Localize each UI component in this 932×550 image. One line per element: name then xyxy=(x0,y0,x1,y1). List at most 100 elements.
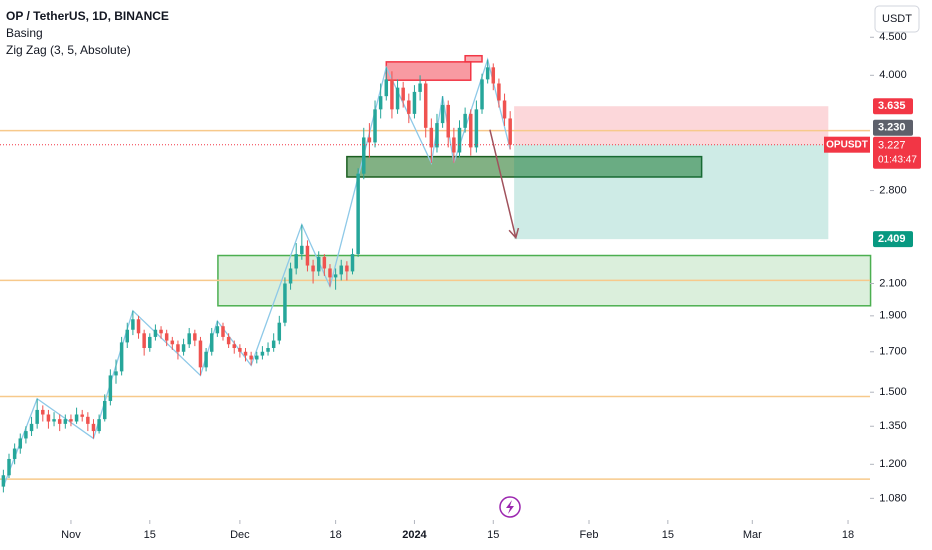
candle-body xyxy=(29,423,34,432)
candle-body xyxy=(176,344,180,352)
candle-body xyxy=(187,333,191,345)
candle-body xyxy=(435,123,439,148)
x-tick-label: 15 xyxy=(144,529,156,541)
y-tick-label: 1.080 xyxy=(879,492,907,504)
candle-body xyxy=(384,79,389,97)
candle-body xyxy=(328,268,332,278)
candle-body xyxy=(7,458,11,476)
zone xyxy=(346,155,703,178)
candle-body xyxy=(97,419,101,432)
y-tick-label: 1.700 xyxy=(879,346,907,358)
y-tick-label: 1.200 xyxy=(879,458,907,470)
candle-body xyxy=(401,87,405,101)
candle-body xyxy=(226,336,231,345)
price-badge-text: 3.230 xyxy=(878,122,906,134)
x-tick-label: Mar xyxy=(743,529,762,541)
candle-body xyxy=(294,254,298,269)
candle-body xyxy=(305,245,310,266)
zone xyxy=(514,144,829,240)
candle-body xyxy=(74,414,79,422)
candle-body xyxy=(463,113,467,128)
x-tick-label: 15 xyxy=(662,529,674,541)
y-tick-label: 2.800 xyxy=(879,184,907,196)
candle-body xyxy=(232,344,236,348)
candle-body xyxy=(164,333,169,341)
price-badge xyxy=(873,119,913,136)
candle-body xyxy=(18,438,23,449)
x-tick-label: 18 xyxy=(329,529,341,541)
candle-body xyxy=(367,137,372,143)
plot xyxy=(0,54,872,493)
x-tick-label: 18 xyxy=(842,529,854,541)
candle-body xyxy=(63,419,68,424)
symbol-title: OP / TetherUS, 1D, BINANCE xyxy=(6,9,169,23)
candle-body xyxy=(57,419,62,424)
candle-body xyxy=(333,274,338,278)
legend: OP / TetherUS, 1D, BINANCE Basing Zig Za… xyxy=(6,8,169,59)
candle-body xyxy=(395,87,400,110)
candle-body xyxy=(35,409,39,424)
currency-button[interactable] xyxy=(874,5,920,33)
candle-body xyxy=(429,127,434,148)
symbol-badge-text: OPUSDT xyxy=(826,139,868,150)
candle-body xyxy=(12,448,17,459)
x-tick-label: 2024 xyxy=(402,529,427,541)
candle-body xyxy=(24,431,28,439)
candle-body xyxy=(457,127,462,153)
candle-body xyxy=(491,67,496,84)
candle-body xyxy=(373,109,377,143)
candle-body xyxy=(316,256,321,272)
candle-body xyxy=(170,340,175,345)
candle-body xyxy=(204,351,208,368)
candle-body xyxy=(311,265,315,272)
candle-body xyxy=(102,400,107,420)
indicator: Basing xyxy=(6,26,43,40)
candle-body xyxy=(221,326,225,337)
price-badge xyxy=(873,136,921,169)
candle-body xyxy=(142,333,146,348)
y-tick-label: 1.900 xyxy=(879,310,907,322)
candle-body xyxy=(159,329,163,334)
candle-body xyxy=(356,173,360,255)
candle-body xyxy=(108,375,113,401)
candle-body xyxy=(80,414,84,417)
candle-body xyxy=(86,416,90,424)
currency[interactable]: USDT xyxy=(882,13,912,25)
candle-body xyxy=(198,340,203,368)
candle-body xyxy=(52,419,56,422)
candle-body xyxy=(440,104,445,124)
arrow xyxy=(489,129,520,240)
candle-body xyxy=(255,355,259,360)
candle-body xyxy=(136,319,141,334)
candle-body xyxy=(362,137,366,174)
candle-body xyxy=(131,319,135,330)
candle-body xyxy=(69,419,73,422)
price-badge-text: 2.409 xyxy=(878,233,906,245)
candle-body xyxy=(300,245,304,255)
candle-body xyxy=(485,67,490,80)
y-tick-label: 4.000 xyxy=(879,69,907,81)
candle-body xyxy=(215,326,220,334)
price-badge xyxy=(873,98,913,115)
replay-icon[interactable] xyxy=(499,496,521,518)
candle-body xyxy=(46,414,51,422)
indicator: Zig Zag (3, 5, Absolute) xyxy=(6,43,131,57)
price-badge-text: 3.227 xyxy=(878,140,906,152)
candle-body xyxy=(412,91,417,114)
candle-body xyxy=(209,333,214,352)
candle-body xyxy=(125,329,130,343)
candle-body xyxy=(114,371,118,376)
candle-body xyxy=(260,351,265,356)
price-badge-text: 3.635 xyxy=(878,100,906,112)
candle-body xyxy=(1,475,6,487)
candle-body xyxy=(474,109,479,148)
candle-body xyxy=(238,347,242,352)
y-tick-label: 2.100 xyxy=(879,277,907,289)
candle-body xyxy=(502,100,507,119)
candle-body xyxy=(243,351,248,356)
candle-body xyxy=(480,79,484,110)
x-tick-label: Nov xyxy=(61,529,81,541)
candle-body xyxy=(339,265,343,275)
